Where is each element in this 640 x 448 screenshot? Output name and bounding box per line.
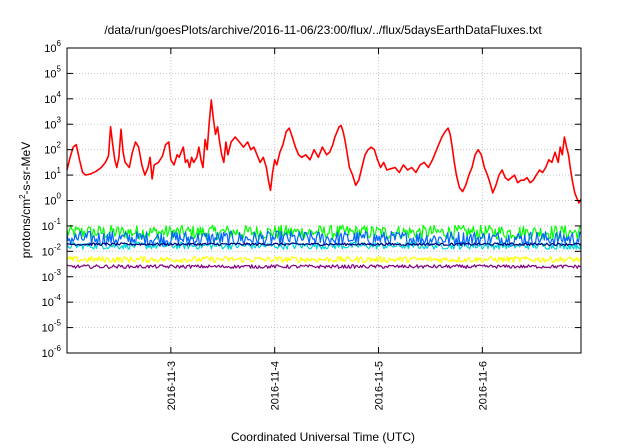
y-tick-label: 10-3: [42, 268, 62, 284]
x-tick-label: 2016-11-5: [374, 361, 386, 410]
plot-frame: [66, 47, 582, 354]
y-tick-label: 10-4: [42, 293, 62, 309]
y-axis-label: protons/cm2-s-sr-MeV: [18, 142, 33, 258]
y-tick-label: 104: [44, 90, 61, 106]
y-tick-label: 100: [44, 192, 61, 208]
x-axis-label: Coordinated Universal Time (UTC): [231, 430, 415, 444]
chart-title: /data/run/goesPlots/archive/2016-11-06/2…: [104, 23, 542, 37]
series-line: [66, 224, 582, 240]
y-tick-label: 10-5: [42, 319, 62, 335]
series-line: [66, 242, 582, 247]
y-tick-label: 101: [44, 166, 61, 182]
y-tick-label: 10-6: [42, 344, 62, 360]
series-line: [66, 99, 582, 204]
x-tick-label: 2016-11-6: [477, 361, 489, 410]
ticks-layer: 10-6 10-5 10-4 10-3 10-2 10-1 100 101 102 103 104 1…: [42, 39, 581, 410]
x-tick-label: 2016-11-4: [270, 361, 282, 410]
y-tick-label: 105: [44, 64, 61, 80]
x-tick-label: 2016-11-3: [166, 361, 178, 410]
series-line: [66, 255, 582, 264]
y-tick-label: 103: [44, 115, 61, 131]
y-tick-label: 10-2: [42, 242, 62, 258]
series-layer: [66, 99, 582, 269]
y-tick-label: 106: [44, 39, 61, 55]
series-line: [66, 264, 582, 269]
grid-layer: [67, 48, 581, 353]
y-tick-label: 102: [44, 141, 61, 157]
y-tick-label: 10-1: [42, 217, 62, 233]
